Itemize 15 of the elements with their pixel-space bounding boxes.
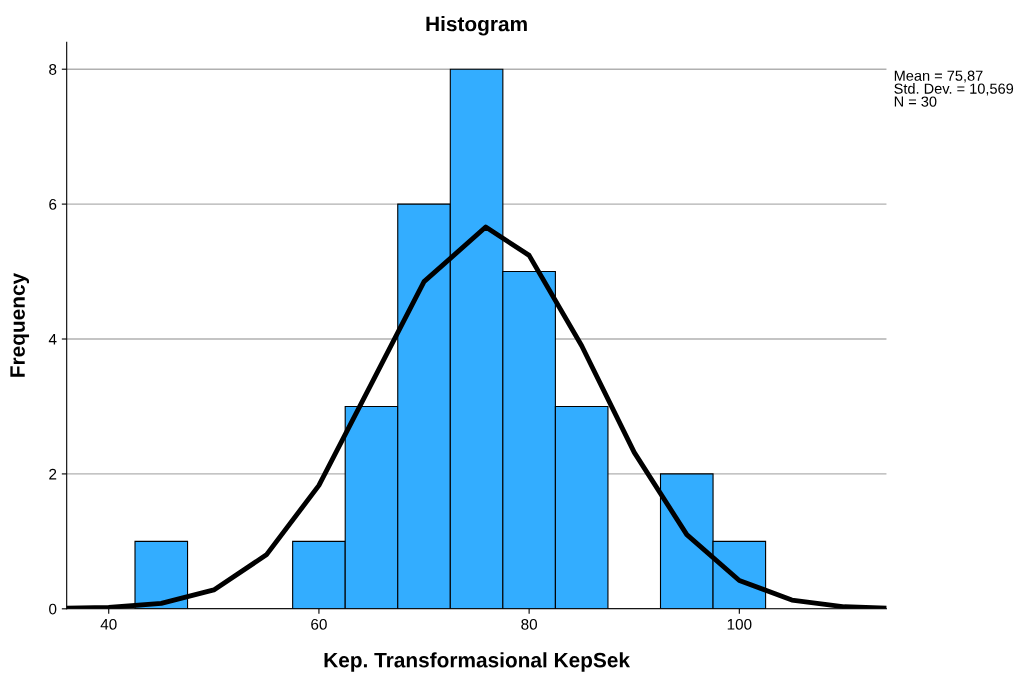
text: Std. Dev. = 10,569 xyxy=(894,83,1014,96)
y-tick-label: 6 xyxy=(49,198,57,210)
x-tick-label: 80 xyxy=(521,618,538,630)
y-tick-label: 8 xyxy=(49,64,57,75)
y-tick-label: 4 xyxy=(48,334,57,345)
x-axis-title: Kep. Transformasional KepSek xyxy=(324,652,631,672)
x-tick-label: 40 xyxy=(100,618,117,630)
y-tick-label: 2 xyxy=(49,468,57,480)
text: Mean = 75,87 xyxy=(894,70,983,83)
y-axis-title: Frequency xyxy=(10,272,30,377)
y-tick-label: 0 xyxy=(49,603,57,615)
x-tick-label: 60 xyxy=(311,618,327,630)
text: N = 30 xyxy=(894,96,937,107)
x-tick-label: 100 xyxy=(727,618,752,630)
chart-title: Histogram xyxy=(426,16,527,36)
